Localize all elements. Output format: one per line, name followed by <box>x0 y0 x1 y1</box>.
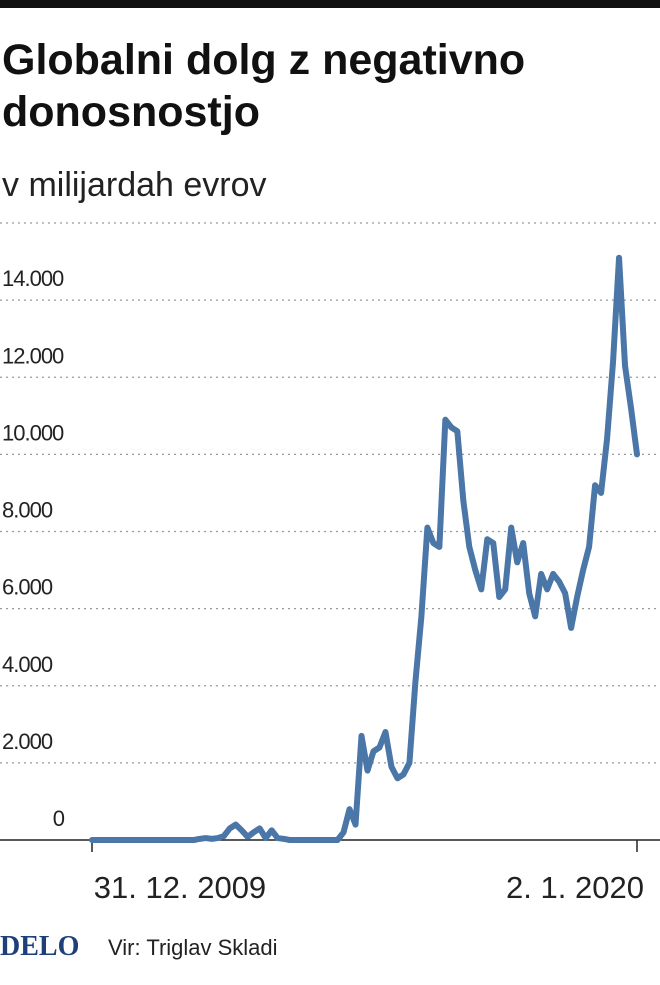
chart-subtitle: v milijardah evrov <box>2 166 267 204</box>
y-tick-label: 6.000 <box>2 575 53 600</box>
y-tick-label: 10.000 <box>2 420 64 445</box>
source: Vir: Triglav Skladi <box>108 935 278 960</box>
title-line: Globalni dolg z negativno <box>2 36 525 84</box>
y-tick-label: 12.000 <box>2 343 64 368</box>
top-bar <box>0 0 660 8</box>
line <box>89 254 640 843</box>
y-tick-label: 14.000 <box>2 266 64 291</box>
title-line: donosnostjo <box>2 88 260 136</box>
y-tick-label: 4.000 <box>2 652 53 677</box>
y-tick-label: 0 <box>53 806 65 831</box>
y-tick-label: 2.000 <box>2 729 53 754</box>
x-tick-label: 2. 1. 2020 <box>506 870 644 905</box>
logo: DELO <box>0 931 79 962</box>
chart-title: Globalni dolg z negativno donosnostjo <box>2 36 525 136</box>
y-tick-label: 8.000 <box>2 498 53 523</box>
x-tick-label: 31. 12. 2009 <box>94 870 266 905</box>
